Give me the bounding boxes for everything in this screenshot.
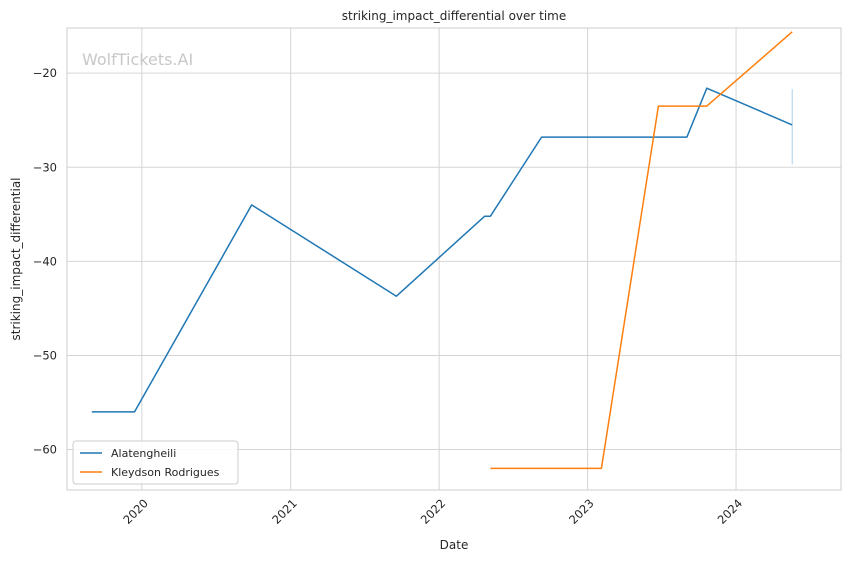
y-tick-label: −20	[33, 66, 57, 80]
watermark: WolfTickets.AI	[82, 50, 193, 69]
series-line-kleydson-rodrigues	[490, 31, 793, 470]
legend-label-alatengheili: Alatengheili	[111, 447, 176, 460]
legend: Alatengheili Kleydson Rodrigues	[72, 440, 239, 485]
y-tick-label: −60	[33, 443, 57, 457]
y-tick-label: −40	[33, 254, 57, 268]
series-line-alatengheili	[91, 87, 793, 413]
legend-label-kleydson-rodrigues: Kleydson Rodrigues	[111, 466, 220, 479]
x-tick-label: 2024	[715, 496, 746, 527]
y-tick-label: −30	[33, 160, 57, 174]
x-tick-label: 2022	[418, 496, 449, 527]
y-tick-label: −50	[33, 348, 57, 362]
plot-area-border	[66, 27, 842, 491]
chart-title: striking_impact_differential over time	[342, 9, 567, 23]
grid	[67, 28, 841, 490]
x-tick-label: 2023	[566, 496, 597, 527]
y-axis-title: striking_impact_differential	[9, 177, 23, 340]
x-axis-title: Date	[440, 538, 469, 552]
series-layer	[91, 31, 793, 470]
legend-frame	[72, 440, 239, 485]
x-tick-label: 2021	[269, 496, 300, 527]
x-tick-label: 2020	[120, 496, 151, 527]
